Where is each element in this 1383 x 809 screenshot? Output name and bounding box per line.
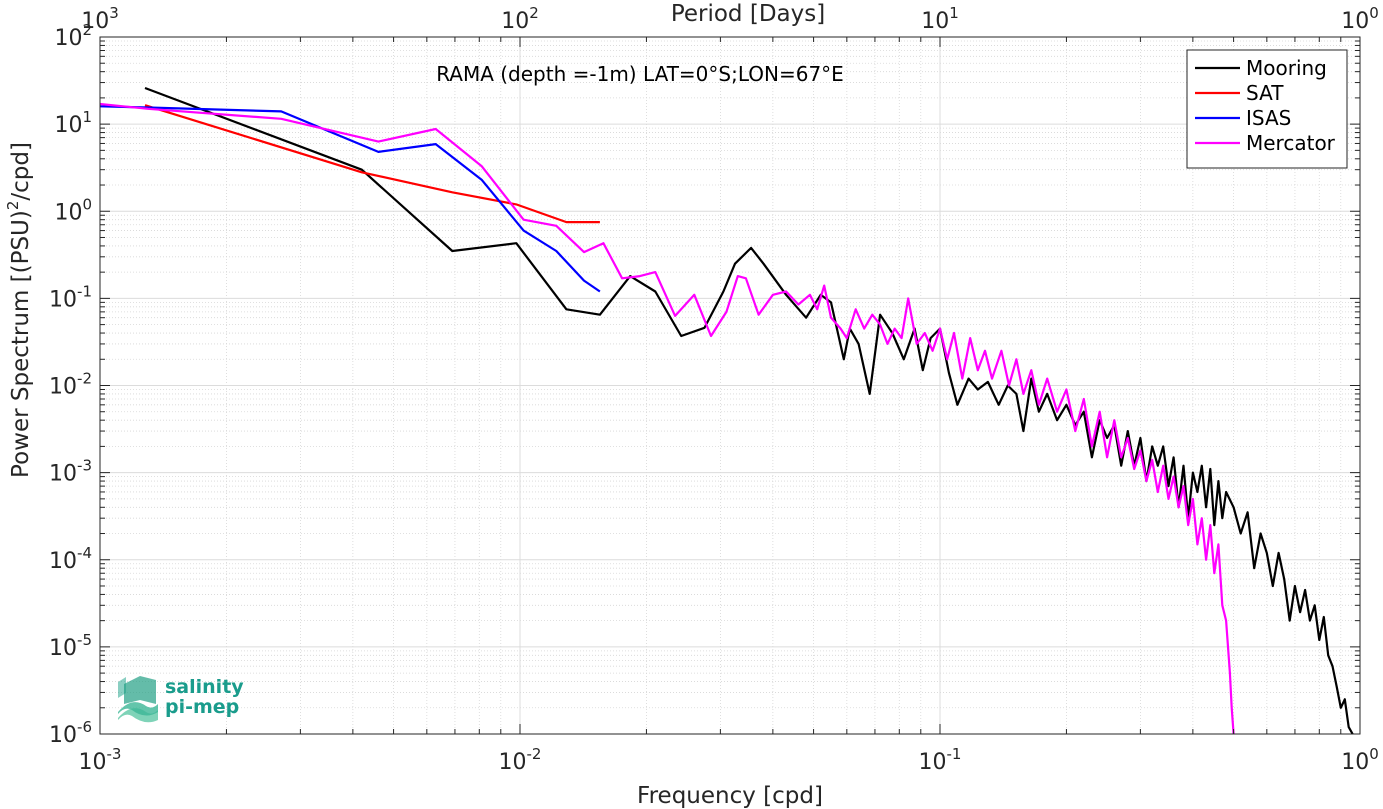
logo-waves-icon (118, 676, 158, 723)
y-axis-label: Power Spectrum [(PSU)2/cpd] (4, 142, 34, 478)
x-tick-label-exponent: -3 (107, 745, 122, 763)
x-tick-label-base: 10 (919, 750, 947, 775)
y-tick-label-base: 10 (49, 636, 77, 661)
x-tick-label-exponent: 0 (1369, 745, 1379, 763)
series-layer (99, 86, 1354, 735)
y-tick-label-base: 10 (54, 26, 82, 51)
series-line-mercator (99, 102, 1235, 735)
chart-title: RAMA (depth =-1m) LAT=0°S;LON=67°E (436, 62, 844, 86)
top-tick-label: 102 (501, 4, 539, 34)
logo-text-salinity: salinity (165, 676, 244, 698)
y-tick-label: 10-5 (49, 631, 92, 661)
y-tick-label: 102 (54, 21, 92, 51)
top-tick-label: 100 (1341, 4, 1379, 34)
y-tick-label: 10-6 (49, 718, 92, 748)
x-tick-label: 10-3 (79, 745, 122, 775)
y-tick-label-exponent: 1 (82, 108, 92, 126)
series-line-sat (144, 104, 600, 224)
top-axis-label: Period [Days] (671, 1, 825, 27)
y-tick-label-exponent: 0 (82, 195, 92, 213)
series-line-mooring (144, 86, 1354, 735)
top-tick-label: 101 (921, 4, 959, 34)
y-tick-label-base: 10 (54, 113, 82, 138)
legend-label-isas: ISAS (1246, 106, 1291, 130)
salinity-pi-mep-logo: salinity pi-mep (118, 676, 244, 723)
x-tick-label: 10-1 (919, 745, 962, 775)
y-axis-label-tail: /cpd] (8, 142, 34, 201)
ticks-layer (99, 36, 1361, 735)
y-tick-label-exponent: -1 (77, 282, 92, 300)
y-tick-label-exponent: -4 (77, 544, 92, 562)
x-tick-label: 100 (1341, 745, 1379, 775)
y-tick-label-base: 10 (49, 287, 77, 312)
y-tick-label-base: 10 (49, 549, 77, 574)
y-axis-label-main: Power Spectrum [(PSU) (8, 210, 34, 478)
legend-label-mooring: Mooring (1246, 56, 1327, 80)
top-tick-label-base: 10 (1341, 9, 1369, 34)
x-tick-label-base: 10 (79, 750, 107, 775)
y-tick-label-base: 10 (49, 375, 77, 400)
y-tick-label: 101 (54, 108, 92, 138)
legend-box (1186, 49, 1348, 169)
logo-text-pi-mep: pi-mep (165, 696, 239, 718)
y-tick-label: 10-3 (49, 457, 92, 487)
x-tick-label-base: 10 (1341, 750, 1369, 775)
top-tick-label-base: 10 (921, 9, 949, 34)
y-tick-label: 10-2 (49, 370, 92, 400)
y-tick-label-exponent: 2 (82, 21, 92, 39)
y-axis-label-sup: 2 (4, 201, 22, 211)
y-tick-label-base: 10 (54, 200, 82, 225)
x-axis-label: Frequency [cpd] (637, 783, 823, 809)
y-tick-label-exponent: -2 (77, 370, 92, 388)
y-tick-label-base: 10 (49, 462, 77, 487)
legend-label-mercator: Mercator (1246, 131, 1336, 155)
y-tick-label-base: 10 (49, 723, 77, 748)
x-tick-label-exponent: -1 (947, 745, 962, 763)
y-tick-label: 10-1 (49, 282, 92, 312)
y-tick-label: 10-4 (49, 544, 92, 574)
series-line-isas (99, 105, 601, 293)
legend-label-sat: SAT (1246, 81, 1284, 105)
x-tick-label: 10-2 (499, 745, 542, 775)
top-tick-label-base: 10 (501, 9, 529, 34)
x-tick-label-base: 10 (499, 750, 527, 775)
top-tick-label-exponent: 1 (949, 4, 959, 22)
top-tick-label: 103 (81, 4, 119, 34)
top-tick-label-exponent: 2 (529, 4, 539, 22)
y-tick-label: 100 (54, 195, 92, 225)
top-tick-label-base: 10 (81, 9, 109, 34)
y-tick-label-exponent: -5 (77, 631, 92, 649)
y-tick-label-exponent: -6 (77, 718, 92, 736)
top-tick-label-exponent: 3 (109, 4, 119, 22)
top-tick-label-exponent: 0 (1369, 4, 1379, 22)
y-tick-label-exponent: -3 (77, 457, 92, 475)
x-tick-label-exponent: -2 (527, 745, 542, 763)
